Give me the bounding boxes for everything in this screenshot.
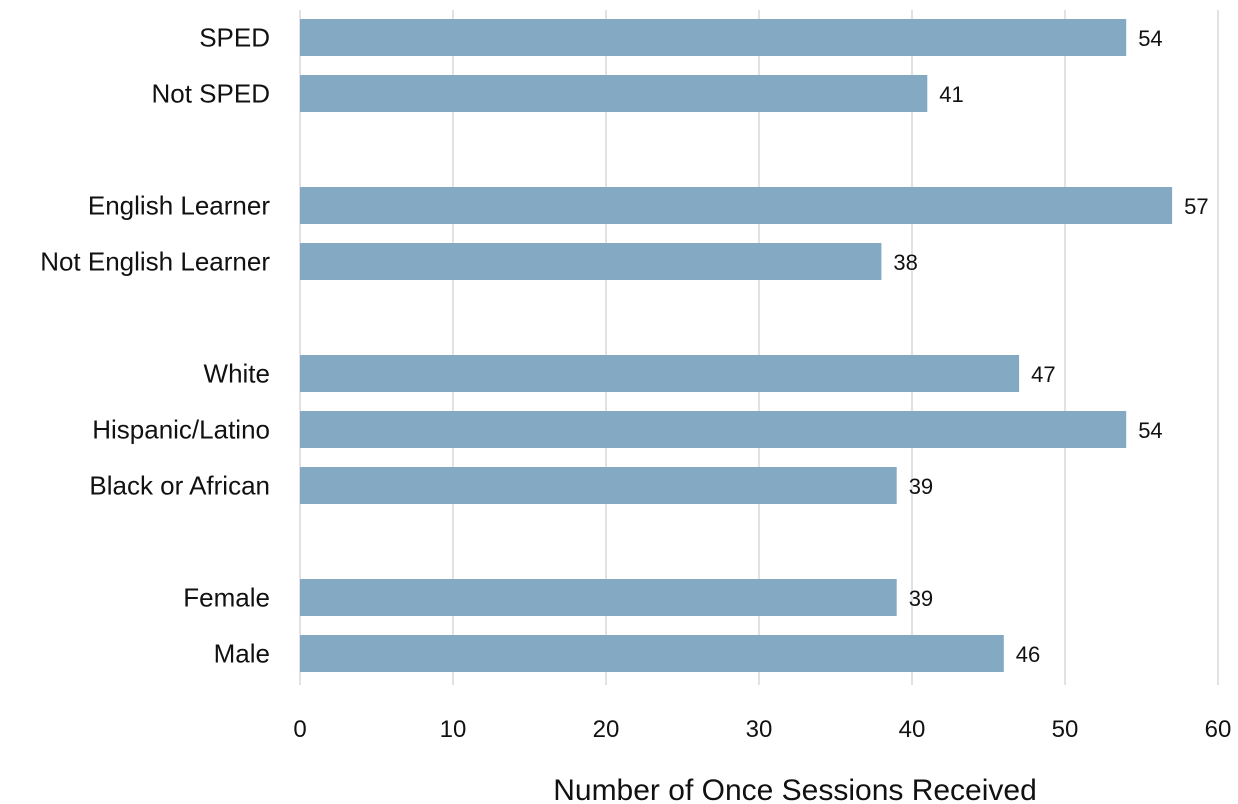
category-label: Hispanic/Latino: [92, 415, 270, 445]
data-label: 54: [1138, 26, 1162, 51]
bar: [300, 635, 1004, 672]
x-tick-label: 20: [593, 716, 620, 743]
data-label: 54: [1138, 418, 1162, 443]
x-tick-label: 50: [1052, 716, 1079, 743]
data-label: 46: [1016, 642, 1040, 667]
data-label: 39: [909, 586, 933, 611]
bar: [300, 355, 1020, 392]
bar: [300, 187, 1173, 224]
data-label: 41: [939, 82, 963, 107]
bar: [300, 19, 1127, 56]
x-tick-label: 30: [746, 716, 773, 743]
x-tick-label: 40: [899, 716, 926, 743]
data-label: 38: [893, 250, 917, 275]
category-label: Black or African: [89, 471, 270, 501]
category-label: Not English Learner: [40, 247, 270, 277]
x-tick-label: 0: [293, 716, 306, 743]
bar: [300, 467, 897, 504]
category-label: English Learner: [88, 191, 270, 221]
x-tick-label: 10: [440, 716, 467, 743]
gridlines: [299, 10, 1219, 685]
category-label: Male: [214, 639, 270, 669]
category-label: Not SPED: [152, 79, 271, 109]
category-label: Female: [183, 583, 270, 613]
x-tick-labels: 0 10 20 30 40 50 60: [293, 716, 1231, 743]
bar: [300, 243, 882, 280]
data-label: 47: [1031, 362, 1055, 387]
bar: [300, 411, 1127, 448]
bars: SPED 54 Not SPED 41 English Learner 57 Not Eng…: [40, 19, 1209, 672]
x-tick-label: 60: [1205, 716, 1232, 743]
data-label: 39: [909, 474, 933, 499]
bar: [300, 579, 897, 616]
category-label: SPED: [199, 23, 270, 53]
x-axis-title: Number of Once Sessions Received: [553, 774, 1037, 804]
category-label: White: [204, 359, 270, 389]
data-label: 57: [1184, 194, 1208, 219]
bar: [300, 75, 928, 112]
